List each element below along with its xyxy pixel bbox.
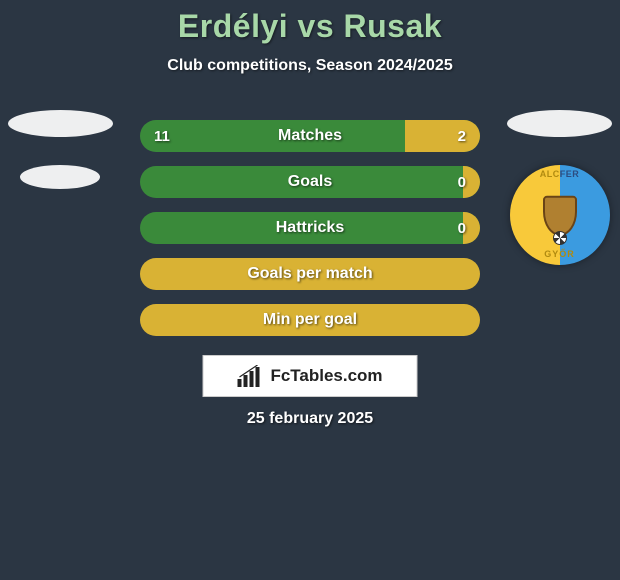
bar-goals-per-match: Goals per match [140, 258, 480, 290]
player-placeholder-icon [507, 110, 612, 137]
left-player-column [8, 110, 113, 189]
bar-right-value: 0 [458, 212, 466, 244]
bar-matches: 11 Matches 2 [140, 120, 480, 152]
crest-top-text: ALCFER [510, 169, 610, 179]
bar-label: Hattricks [140, 212, 480, 244]
club-crest: ALCFER GYŐR [510, 165, 610, 265]
right-player-column: ALCFER GYŐR [507, 110, 612, 265]
date-label: 25 february 2025 [0, 410, 620, 428]
page-title: Erdélyi vs Rusak [0, 0, 620, 45]
subtitle: Club competitions, Season 2024/2025 [0, 57, 620, 75]
bar-right-value: 2 [458, 120, 466, 152]
bar-right-value: 0 [458, 166, 466, 198]
crest-ball-icon [553, 231, 567, 245]
bar-label: Min per goal [263, 311, 357, 329]
player-placeholder-icon [8, 110, 113, 137]
bar-chart-icon [237, 365, 263, 387]
bar-label: Matches [140, 120, 480, 152]
bar-hattricks: Hattricks 0 [140, 212, 480, 244]
bar-label: Goals per match [247, 265, 372, 283]
brand-badge[interactable]: FcTables.com [203, 355, 418, 397]
club-placeholder-icon [20, 165, 100, 189]
bar-label: Goals [140, 166, 480, 198]
brand-text: FcTables.com [270, 366, 382, 386]
bar-goals: Goals 0 [140, 166, 480, 198]
bar-min-per-goal: Min per goal [140, 304, 480, 336]
crest-bottom-text: GYŐR [510, 249, 610, 259]
comparison-bars: 11 Matches 2 Goals 0 Hattricks 0 Goals p… [140, 120, 480, 350]
